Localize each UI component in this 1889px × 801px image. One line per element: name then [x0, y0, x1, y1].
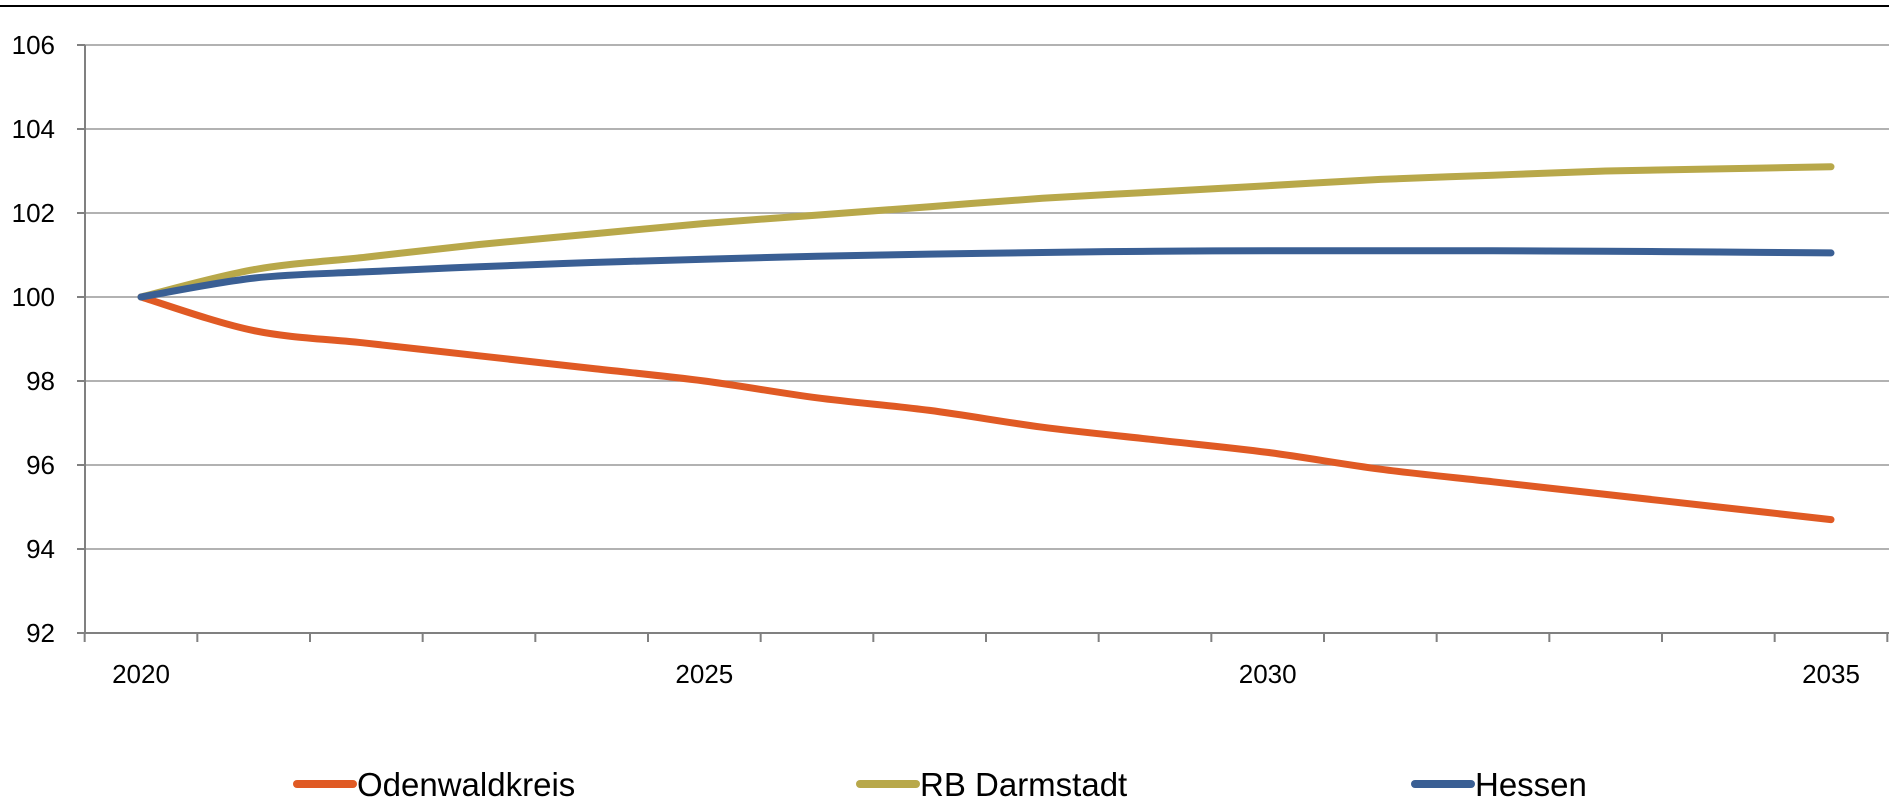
x-tick-label: 2025: [675, 659, 733, 689]
y-tick-label: 104: [12, 114, 55, 144]
x-tick-label: 2030: [1239, 659, 1297, 689]
x-tick-label: 2020: [112, 659, 170, 689]
legend: Odenwaldkreis RB Darmstadt Hessen: [293, 766, 1587, 801]
y-tick-label: 102: [12, 198, 55, 228]
series-line-hessen: [137, 247, 1835, 301]
legend-label-odenwaldkreis: Odenwaldkreis: [357, 766, 575, 801]
series-lines: [137, 163, 1835, 524]
y-axis-ticks: 92 94 96 98 100 102 104 106: [12, 30, 85, 648]
legend-label-hessen: Hessen: [1475, 766, 1587, 801]
x-tick-label: 2035: [1802, 659, 1860, 689]
y-tick-label: 106: [12, 30, 55, 60]
y-tick-label: 98: [26, 366, 55, 396]
legend-label-rb-darmstadt: RB Darmstadt: [920, 766, 1127, 801]
series-line-rb-darmstadt: [137, 163, 1835, 301]
y-tick-label: 96: [26, 450, 55, 480]
y-tick-label: 92: [26, 618, 55, 648]
y-tick-label: 100: [12, 282, 55, 312]
y-tick-label: 94: [26, 534, 55, 564]
series-line-odenwaldkreis: [137, 293, 1835, 524]
x-axis-ticks: 2020 2025 2030 2035: [83, 633, 1889, 689]
gridlines: [85, 44, 1889, 550]
